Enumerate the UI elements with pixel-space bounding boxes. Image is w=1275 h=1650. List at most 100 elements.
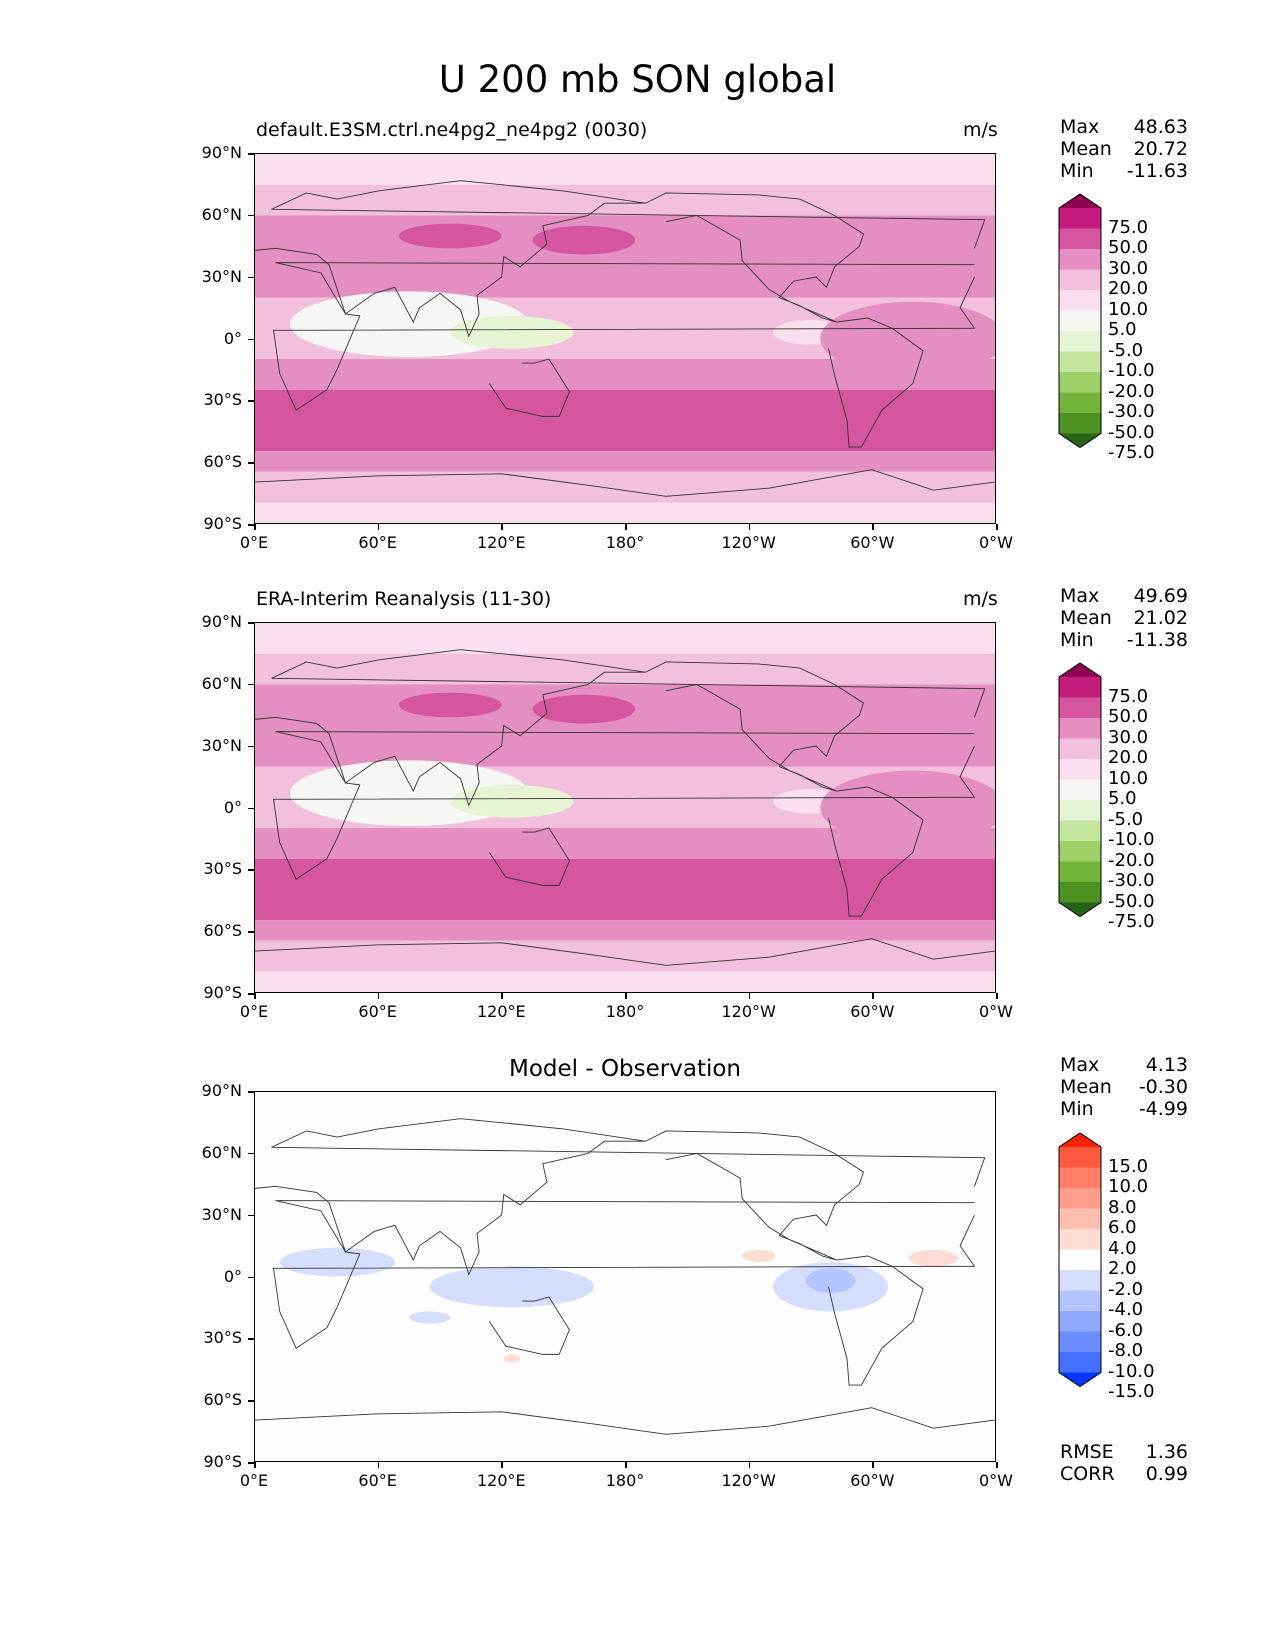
colorbar-tick-label: 10.0 bbox=[1108, 767, 1149, 789]
colorbar-segment bbox=[1059, 1167, 1101, 1189]
coastline-4 bbox=[828, 317, 924, 448]
colorbar-segment bbox=[1059, 820, 1101, 842]
lon-label: 0°W bbox=[979, 533, 1013, 552]
colorbar-tick-label: -8.0 bbox=[1108, 1340, 1144, 1361]
lon-tick bbox=[377, 524, 380, 530]
stat-value: 20.72 bbox=[1133, 138, 1188, 160]
colorbar-tick-label: 4.0 bbox=[1108, 1237, 1137, 1259]
coastline-0 bbox=[273, 1200, 976, 1349]
coastline-3 bbox=[645, 661, 864, 792]
colorbar-tick-label: -5.0 bbox=[1108, 808, 1144, 830]
lon-label: 120°E bbox=[477, 1002, 526, 1021]
field-feature-5 bbox=[820, 301, 995, 376]
lon-tick bbox=[748, 993, 751, 999]
colorbar-tick-label: 20.0 bbox=[1108, 747, 1149, 768]
lat-label: 90°S bbox=[203, 514, 242, 533]
lat-label: 90°N bbox=[201, 1081, 242, 1100]
lon-label: 60°E bbox=[358, 533, 397, 552]
colorbar-tick-label: -50.0 bbox=[1108, 890, 1155, 912]
stat-value: 0.99 bbox=[1145, 1463, 1188, 1485]
stat-row: Max 4.13 bbox=[1060, 1054, 1188, 1076]
colorbar-tick-label: 75.0 bbox=[1108, 216, 1149, 238]
panel-1-title: default.E3SM.ctrl.ne4pg2_ne4pg2 (0030) bbox=[256, 119, 648, 141]
field-band-6 bbox=[255, 389, 995, 452]
field-feature-1 bbox=[450, 315, 574, 349]
coastline-1 bbox=[255, 1118, 986, 1276]
colorbar-tick-label: 10.0 bbox=[1108, 1176, 1149, 1197]
colorbar-tick-label: 2.0 bbox=[1108, 1258, 1137, 1279]
diff-feature-0 bbox=[279, 1247, 395, 1277]
lon-label: 60°E bbox=[358, 1471, 397, 1490]
colorbar-tick-label: 75.0 bbox=[1108, 685, 1149, 707]
lat-label: 30°S bbox=[203, 390, 242, 410]
colorbar-segment bbox=[1059, 392, 1101, 414]
field-feature-2 bbox=[398, 692, 502, 718]
lon-tick bbox=[377, 1462, 380, 1468]
stat-label: Max bbox=[1060, 116, 1100, 138]
diff-background bbox=[255, 1092, 995, 1461]
lat-tick bbox=[248, 1400, 254, 1402]
lat-label: 60°N bbox=[201, 1142, 242, 1162]
field-band-0 bbox=[255, 623, 995, 654]
colorbar-segment bbox=[1059, 800, 1101, 821]
stat-row: Mean 20.72 bbox=[1060, 138, 1188, 160]
stat-value: 4.13 bbox=[1145, 1054, 1188, 1076]
lat-label: 90°S bbox=[203, 983, 242, 1002]
lon-tick bbox=[254, 1462, 256, 1468]
lon-label: 120°W bbox=[721, 1002, 776, 1021]
panel-2-colorbar bbox=[1058, 662, 1102, 918]
colorbar-tick-label: -6.0 bbox=[1108, 1319, 1144, 1341]
lon-tick bbox=[996, 1462, 998, 1468]
colorbar-segment bbox=[1059, 1270, 1101, 1291]
stat-label: Min bbox=[1060, 1098, 1094, 1120]
stat-row: Max 48.63 bbox=[1060, 116, 1188, 138]
lon-tick bbox=[872, 1462, 874, 1468]
colorbar-segment bbox=[1059, 1208, 1101, 1230]
stat-row: Min -4.99 bbox=[1060, 1098, 1188, 1120]
colorbar-segment bbox=[1059, 249, 1101, 270]
colorbar-segment bbox=[1059, 351, 1101, 373]
stat-label: CORR bbox=[1060, 1463, 1115, 1485]
lon-label: 120°E bbox=[477, 1471, 526, 1490]
stat-label: RMSE bbox=[1060, 1441, 1114, 1463]
stat-value: -11.38 bbox=[1126, 629, 1188, 651]
colorbar-segment bbox=[1059, 1352, 1101, 1373]
lon-tick bbox=[377, 993, 380, 999]
lat-tick bbox=[248, 993, 254, 995]
stat-value: 1.36 bbox=[1145, 1441, 1188, 1463]
stat-row: Min -11.63 bbox=[1060, 160, 1188, 182]
lon-label: 120°E bbox=[477, 533, 526, 552]
stat-label: Mean bbox=[1060, 607, 1112, 629]
coastline-2 bbox=[488, 358, 570, 417]
lon-label: 180° bbox=[605, 533, 645, 552]
stat-value: 21.02 bbox=[1133, 607, 1188, 629]
diff-feature-1 bbox=[429, 1266, 595, 1308]
colorbar-tick-label: 5.0 bbox=[1108, 319, 1137, 340]
colorbar-segment bbox=[1059, 310, 1101, 332]
stat-label: Min bbox=[1060, 160, 1094, 182]
lat-tick bbox=[248, 1462, 254, 1464]
lat-tick bbox=[248, 524, 254, 526]
diff-feature-7 bbox=[503, 1354, 521, 1363]
colorbar-segment bbox=[1059, 413, 1101, 434]
colorbar-segment bbox=[1059, 269, 1101, 291]
lon-label: 60°W bbox=[850, 1002, 895, 1021]
figure-title: U 200 mb SON global bbox=[438, 58, 837, 101]
field-band-9 bbox=[255, 502, 995, 523]
field-band-0 bbox=[255, 154, 995, 185]
coastline-5 bbox=[255, 469, 995, 497]
lon-tick bbox=[254, 524, 256, 530]
colorbar-segment bbox=[1059, 861, 1101, 883]
stat-value: 48.63 bbox=[1133, 116, 1188, 138]
lat-tick bbox=[248, 1338, 254, 1340]
diff-feature-3 bbox=[805, 1268, 856, 1293]
colorbar-tick-label: 6.0 bbox=[1108, 1217, 1137, 1238]
lat-tick bbox=[248, 869, 254, 871]
lat-label: 0° bbox=[223, 328, 242, 348]
lon-label: 0°E bbox=[239, 1471, 269, 1490]
lat-label: 90°N bbox=[201, 143, 242, 162]
lat-label: 60°S bbox=[203, 1390, 242, 1410]
lon-tick bbox=[625, 993, 627, 999]
lat-label: 30°N bbox=[201, 1204, 242, 1224]
colorbar-segment bbox=[1059, 1147, 1101, 1168]
